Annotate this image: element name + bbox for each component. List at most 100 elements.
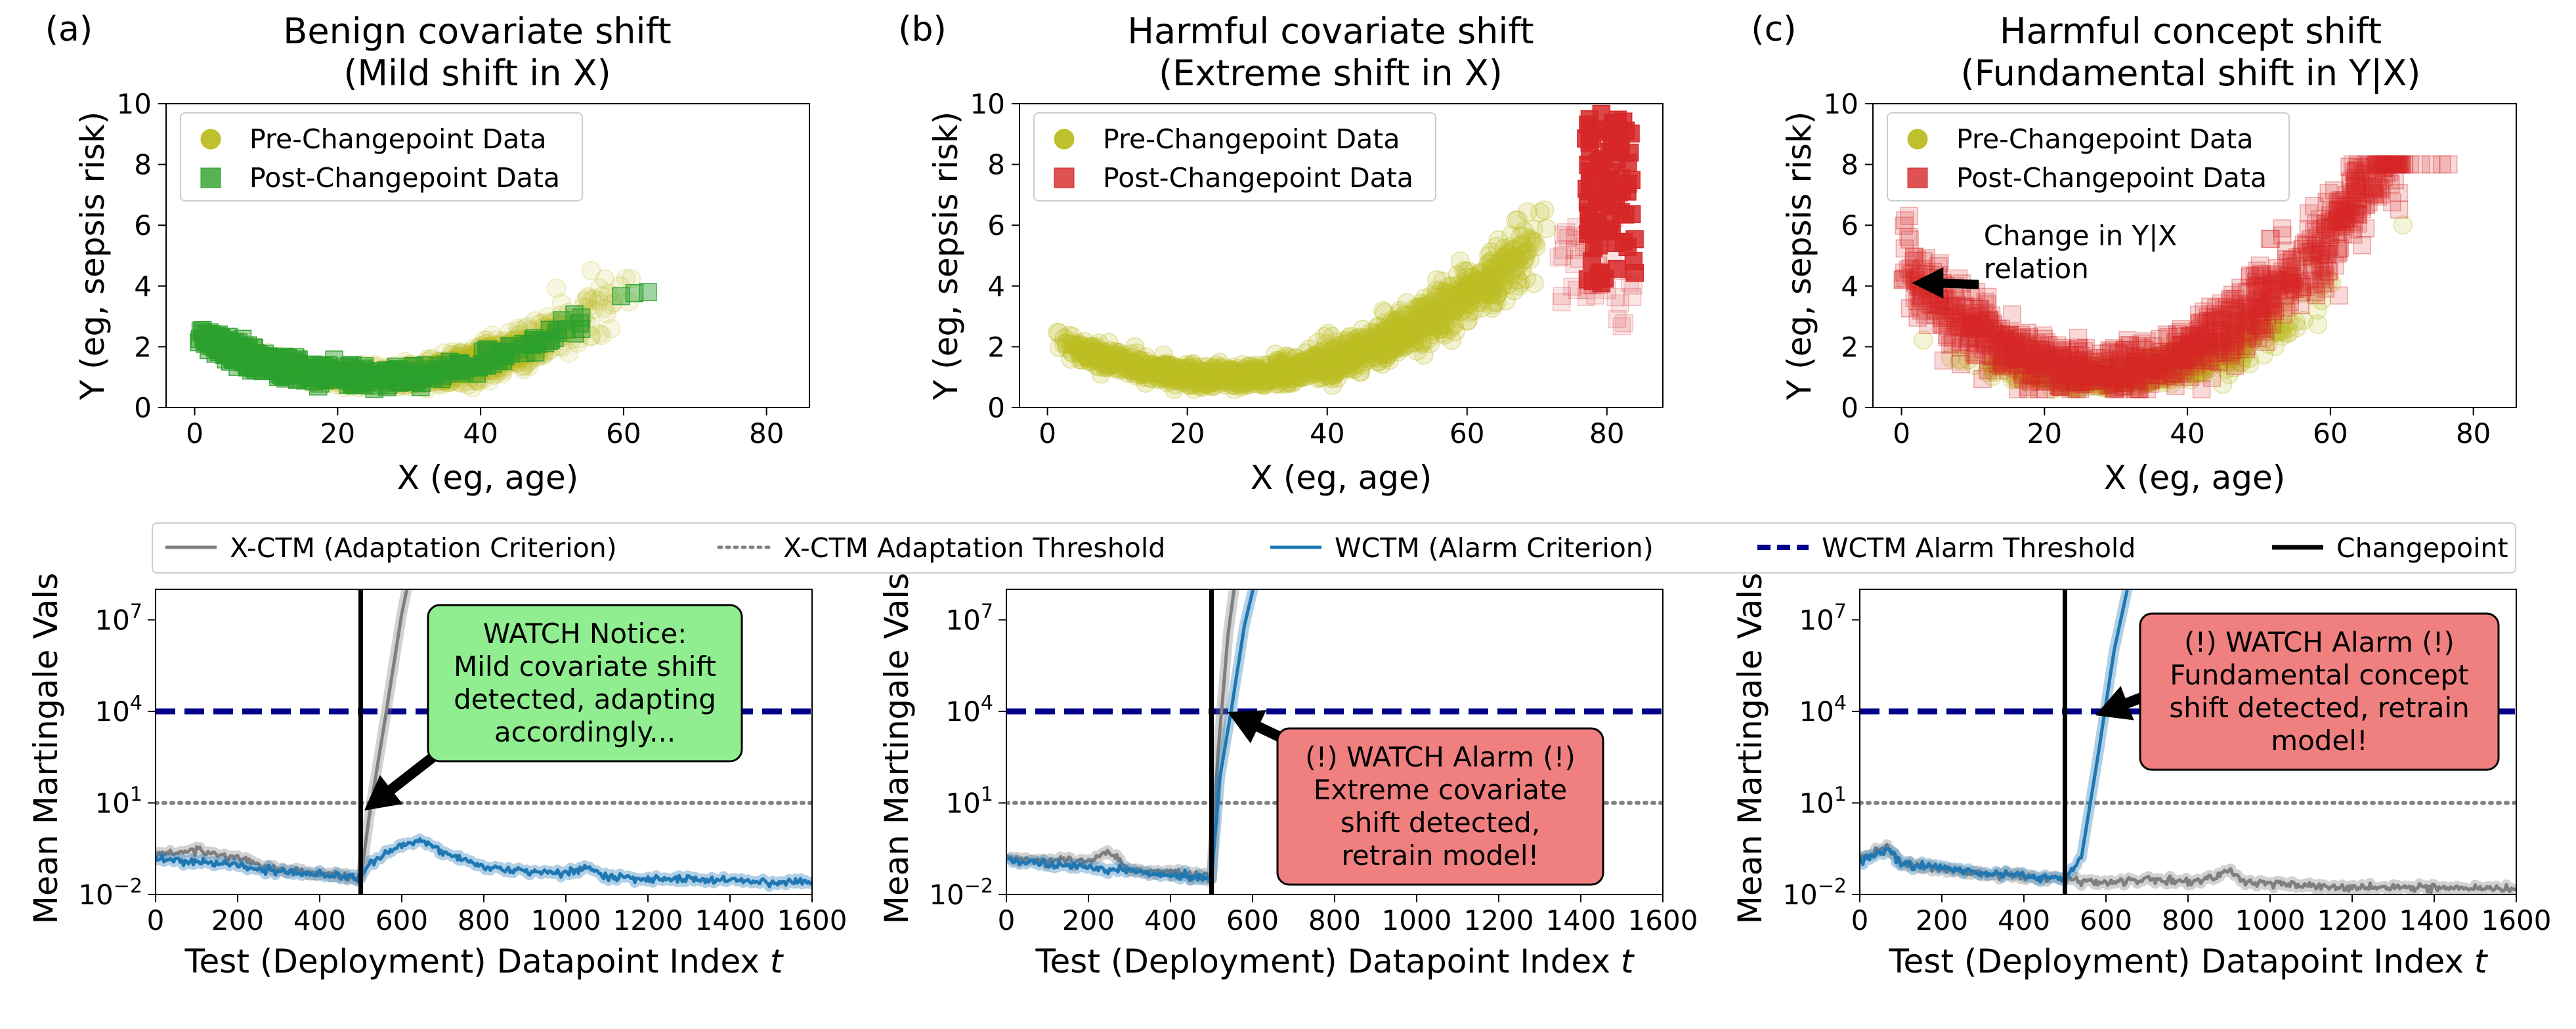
data-point (1163, 364, 1184, 384)
data-point (546, 278, 567, 298)
data-point (581, 326, 601, 346)
data-point (639, 283, 657, 301)
legend-marker-circle (1054, 129, 1075, 150)
y-tick-label: 2 (987, 331, 1005, 363)
data-point (479, 340, 498, 359)
y-axis-label: Y (eg, sepsis risk) (927, 112, 965, 401)
legend-marker-square (200, 167, 221, 188)
chart-title-line-2: (Extreme shift in X) (1159, 52, 1503, 94)
y-tick-label: 4 (987, 270, 1005, 303)
data-point (1344, 359, 1364, 379)
data-point (2411, 155, 2430, 174)
data-point (578, 289, 597, 308)
data-point (610, 276, 630, 296)
y-tick-label: 10 (970, 88, 1005, 120)
data-point (584, 289, 605, 309)
legend-label: Pre-Changepoint Data (249, 123, 546, 155)
data-point (230, 341, 249, 360)
data-point (590, 324, 610, 344)
y-tick-label: 0 (987, 392, 1005, 424)
data-point (1513, 244, 1532, 264)
x-tick-label: 40 (463, 417, 498, 450)
data-point (1566, 240, 1584, 259)
data-point (469, 358, 488, 377)
legend-marker-circle (200, 129, 221, 150)
x-tick-label: 60 (1449, 417, 1484, 450)
data-point (1592, 104, 1611, 123)
data-point (1268, 373, 1288, 394)
scatter-panel-b: (b) Harmful covariate shift(Extreme shift… (898, 10, 1664, 497)
data-point (590, 278, 610, 298)
data-point (1070, 344, 1090, 364)
panel-label: (a) (45, 10, 93, 49)
chart-title-line-1: Harmful covariate shift (1127, 10, 1534, 52)
y-tick-label: 6 (134, 209, 152, 242)
data-point (1294, 352, 1314, 371)
y-tick-label: 0 (134, 392, 152, 424)
data-point (1553, 287, 1572, 305)
x-tick-label: 20 (320, 417, 355, 450)
data-point (293, 362, 312, 381)
y-tick-label: 2 (134, 331, 152, 363)
data-point (1600, 142, 1619, 161)
series-pre-changepoint (1047, 200, 1556, 399)
data-point (1625, 264, 1644, 282)
data-point (1608, 259, 1626, 278)
data-point (565, 305, 584, 324)
x-tick-label: 60 (606, 417, 641, 450)
data-point (1475, 270, 1495, 289)
data-point (400, 368, 419, 387)
data-point (1592, 274, 1611, 293)
data-point (601, 319, 621, 339)
legend-label: Post-Changepoint Data (249, 162, 560, 194)
data-point (597, 304, 616, 324)
data-point (529, 332, 548, 350)
data-point (588, 291, 609, 311)
data-point (450, 355, 469, 373)
series-post-changepoint (1577, 104, 1644, 293)
data-point (1621, 124, 1640, 143)
data-point (1216, 361, 1235, 381)
data-point (1094, 342, 1114, 362)
data-point (621, 269, 641, 289)
legend-label: Pre-Changepoint Data (1103, 123, 1400, 155)
scatter-panel-c: (c) Harmful concept shift(Fundamental shi… (1751, 10, 2517, 497)
scatter-panel-a: (a) Benign covariate shift(Mild shift in … (45, 10, 810, 497)
data-point (1523, 219, 1543, 240)
x-tick-label: 80 (749, 417, 784, 450)
data-point (1390, 301, 1410, 321)
x-tick-label: 80 (1589, 417, 1624, 450)
chart-title-line-2: (Mild shift in X) (343, 52, 611, 94)
data-point (1311, 361, 1331, 381)
data-point (1582, 213, 1601, 232)
y-tick-label: 8 (987, 149, 1005, 181)
data-point (1367, 339, 1387, 359)
data-point (1197, 369, 1217, 389)
data-point (582, 290, 601, 310)
legend: Pre-Changepoint Data Post-Changepoint Dat… (180, 112, 583, 201)
data-point (521, 350, 541, 370)
data-point (559, 343, 578, 363)
data-point (198, 324, 217, 343)
data-point (500, 337, 519, 356)
panel-label: (c) (1751, 10, 1796, 49)
data-point (1335, 341, 1356, 362)
x-axis-label: X (eg, age) (1251, 459, 1432, 497)
data-point (253, 362, 272, 381)
data-point (377, 361, 396, 379)
chart-title-line-1: Benign covariate shift (283, 10, 671, 52)
data-point (1613, 182, 1632, 200)
y-tick-label: 10 (117, 88, 152, 120)
y-axis-label: Y (eg, sepsis risk) (74, 112, 112, 401)
y-tick-label: 4 (134, 270, 152, 303)
data-point (1608, 310, 1627, 329)
data-point (1597, 182, 1616, 201)
data-point (1507, 270, 1528, 289)
data-point (1455, 289, 1476, 309)
data-point (1483, 250, 1503, 270)
legend-label: Post-Changepoint Data (1103, 162, 1413, 194)
chart-title-line-2: (Fundamental shift in Y|X) (1961, 52, 2421, 94)
data-point (421, 364, 439, 383)
data-point (1581, 172, 1599, 190)
